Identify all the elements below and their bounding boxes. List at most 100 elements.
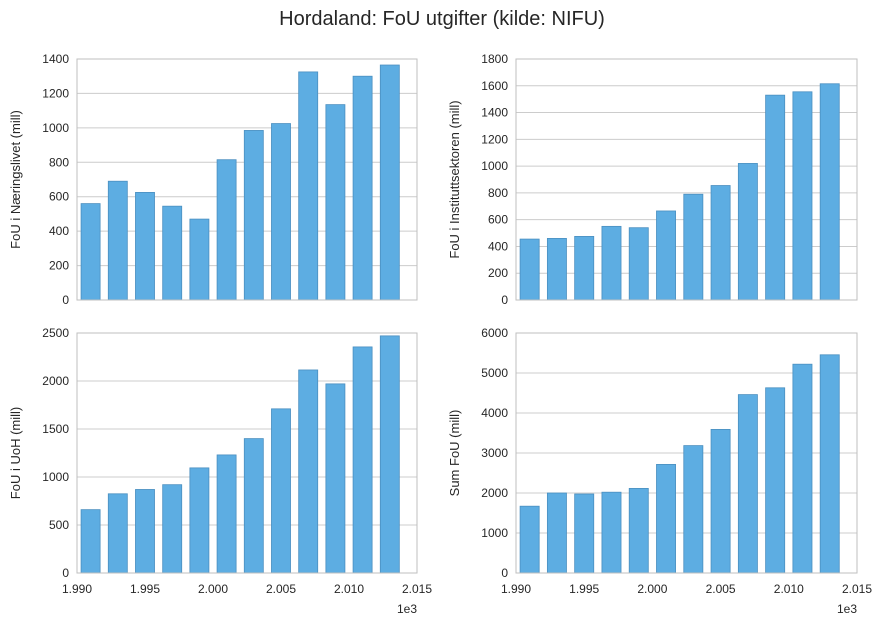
bar: [601, 225, 622, 301]
y-axis-label: FoU i Næringslivet (mill): [8, 110, 23, 249]
bar: [819, 354, 840, 574]
y-tick-label: 3000: [481, 446, 508, 460]
subplot-4: 0 1000 2000 3000 4000 5000 6000 Sum FoU (mill) 1…: [447, 326, 872, 616]
x-offset-label: 1e3: [397, 602, 417, 616]
x-tick-label: 2.010: [774, 582, 804, 596]
axes-frame: [515, 332, 858, 574]
bar: [271, 408, 291, 574]
x-tick-label: 1.990: [501, 582, 531, 596]
bar: [519, 505, 540, 574]
bar: [601, 491, 622, 574]
y-tick-label: 200: [49, 259, 69, 273]
y-tick-label: 800: [488, 186, 508, 200]
x-tick-label: 2.000: [637, 582, 667, 596]
bar: [135, 192, 155, 301]
y-tick-label: 0: [62, 566, 69, 580]
x-tick-label: 2.015: [402, 582, 432, 596]
bar: [162, 484, 183, 574]
bar: [271, 123, 291, 301]
bar: [243, 130, 264, 301]
bar: [298, 71, 319, 301]
y-tick-label: 0: [501, 566, 508, 580]
y-tick-label: 800: [49, 155, 69, 169]
bar: [792, 363, 813, 574]
bar: [135, 489, 155, 574]
bar: [710, 428, 731, 574]
y-tick-label: 0: [62, 293, 69, 307]
bar: [737, 163, 758, 301]
y-tick-label: 400: [488, 239, 508, 253]
bar: [628, 487, 649, 574]
y-tick-label: 5000: [481, 366, 508, 380]
y-tick-label: 2500: [42, 326, 69, 340]
x-tick-label: 1.990: [62, 582, 92, 596]
bar: [325, 383, 346, 574]
bar: [80, 203, 101, 301]
y-tick-label: 0: [501, 293, 508, 307]
bar: [80, 509, 101, 574]
y-tick-label: 1200: [481, 132, 508, 146]
x-offset-label: 1e3: [837, 602, 857, 616]
x-tick-label: 2.010: [334, 582, 364, 596]
x-tick-label: 2.005: [266, 582, 296, 596]
y-tick-label: 6000: [481, 326, 508, 340]
bar: [683, 193, 704, 301]
y-tick-label: 1000: [481, 159, 508, 173]
y-tick-label: 1600: [481, 79, 508, 93]
y-tick-label: 600: [488, 213, 508, 227]
y-tick-label: 1400: [481, 106, 508, 120]
y-axis-label: FoU i UoH (mill): [8, 407, 23, 499]
bar: [628, 227, 649, 301]
y-tick-label: 500: [49, 518, 69, 532]
y-tick-label: 1800: [481, 52, 508, 66]
x-tick-label: 2.005: [706, 582, 736, 596]
bar: [737, 394, 758, 574]
y-tick-label: 400: [49, 224, 69, 238]
y-tick-label: 200: [488, 266, 508, 280]
bar: [352, 75, 373, 301]
axes-frame: [76, 58, 418, 301]
subplot-2: 0 200 400 600 800 1000 1200 1400 1600 1800 FoU i I…: [447, 52, 858, 307]
subplot-1: 0 200 400 600 800 1000 1200 1400 FoU i Næringsli…: [8, 52, 418, 307]
bar: [298, 369, 319, 574]
axes-frame: [76, 332, 418, 574]
y-tick-label: 1000: [42, 121, 69, 135]
bar: [792, 91, 813, 301]
y-tick-label: 1000: [481, 526, 508, 540]
bar: [352, 346, 373, 574]
axes-frame: [515, 58, 858, 301]
x-tick-label: 2.015: [842, 582, 872, 596]
bar: [765, 94, 786, 301]
bar: [656, 210, 676, 301]
bar: [189, 218, 210, 301]
y-axis-label: FoU i Instituttsektoren (mill): [447, 100, 462, 258]
bar: [656, 463, 676, 574]
figure-title: Hordaland: FoU utgifter (kilde: NIFU): [279, 8, 605, 30]
bar: [107, 180, 128, 301]
subplot-3: 0 500 1000 1500 2000 2500 FoU i UoH (mill) 1.99…: [8, 326, 432, 616]
y-axis-label: Sum FoU (mill): [447, 410, 462, 497]
bar: [519, 238, 540, 301]
bar: [216, 454, 237, 574]
bar: [379, 64, 400, 301]
bar: [710, 185, 731, 301]
x-tick-label: 2.000: [198, 582, 228, 596]
y-tick-label: 1000: [42, 470, 69, 484]
y-tick-label: 1400: [42, 52, 69, 66]
bar: [683, 445, 704, 574]
y-tick-label: 1500: [42, 422, 69, 436]
bar: [765, 387, 786, 574]
bar: [325, 104, 346, 301]
x-tick-label: 1.995: [569, 582, 599, 596]
bar: [546, 238, 567, 301]
bar: [819, 83, 840, 301]
y-tick-label: 600: [49, 190, 69, 204]
x-tick-label: 1.995: [130, 582, 160, 596]
bar: [546, 492, 567, 574]
y-tick-label: 1200: [42, 86, 69, 100]
bar: [189, 467, 210, 574]
y-tick-label: 2000: [42, 374, 69, 388]
bar: [574, 236, 595, 301]
